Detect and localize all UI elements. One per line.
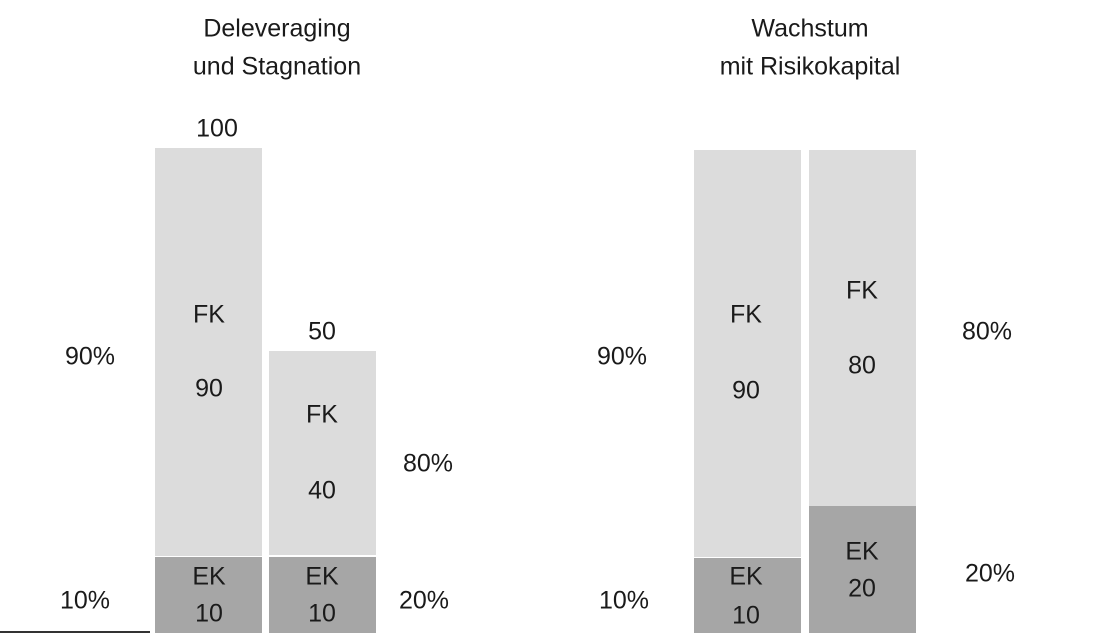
segment-label: FK: [193, 301, 225, 329]
segment-label: EK: [729, 563, 763, 591]
ek-block: [694, 558, 801, 633]
share-label: 90%: [65, 343, 115, 371]
segment-label: FK: [846, 277, 878, 305]
panel-title: mit Risikokapital: [720, 53, 901, 81]
share-label: 80%: [403, 450, 453, 478]
panel-title: und Stagnation: [193, 53, 361, 81]
panel-title: Wachstum: [751, 15, 868, 43]
segment-value: 90: [195, 375, 223, 403]
bar-total: 100: [196, 115, 238, 143]
segment-value: 20: [848, 575, 876, 603]
segment-value: 90: [732, 377, 760, 405]
share-label: 10%: [60, 587, 110, 615]
segment-label: EK: [305, 563, 339, 591]
segment-value: 40: [308, 477, 336, 505]
fk-block: [155, 148, 262, 556]
segment-label: FK: [730, 301, 762, 329]
segment-value: 10: [308, 600, 336, 628]
fk-block: [809, 150, 916, 506]
panel-right: Wachstum mit Risikokapital FK 90 EK 10 F…: [597, 15, 1015, 633]
segment-label: EK: [192, 563, 226, 591]
segment-value: 80: [848, 352, 876, 380]
ek-block: [809, 506, 916, 633]
share-label: 80%: [962, 318, 1012, 346]
segment-value: 10: [732, 602, 760, 630]
segment-label: EK: [845, 538, 879, 566]
ek-block: [269, 557, 376, 633]
panel-title: Deleveraging: [203, 15, 350, 43]
ek-block: [155, 557, 262, 633]
segment-value: 10: [195, 600, 223, 628]
panel-left: Deleveraging und Stagnation 100 FK 90 EK…: [0, 15, 453, 633]
segment-label: FK: [306, 401, 338, 429]
fk-block: [694, 150, 801, 557]
share-label: 20%: [399, 587, 449, 615]
share-label: 90%: [597, 343, 647, 371]
share-label: 10%: [599, 587, 649, 615]
fk-block: [269, 351, 376, 555]
share-label: 20%: [965, 560, 1015, 588]
bar-total: 50: [308, 318, 336, 346]
